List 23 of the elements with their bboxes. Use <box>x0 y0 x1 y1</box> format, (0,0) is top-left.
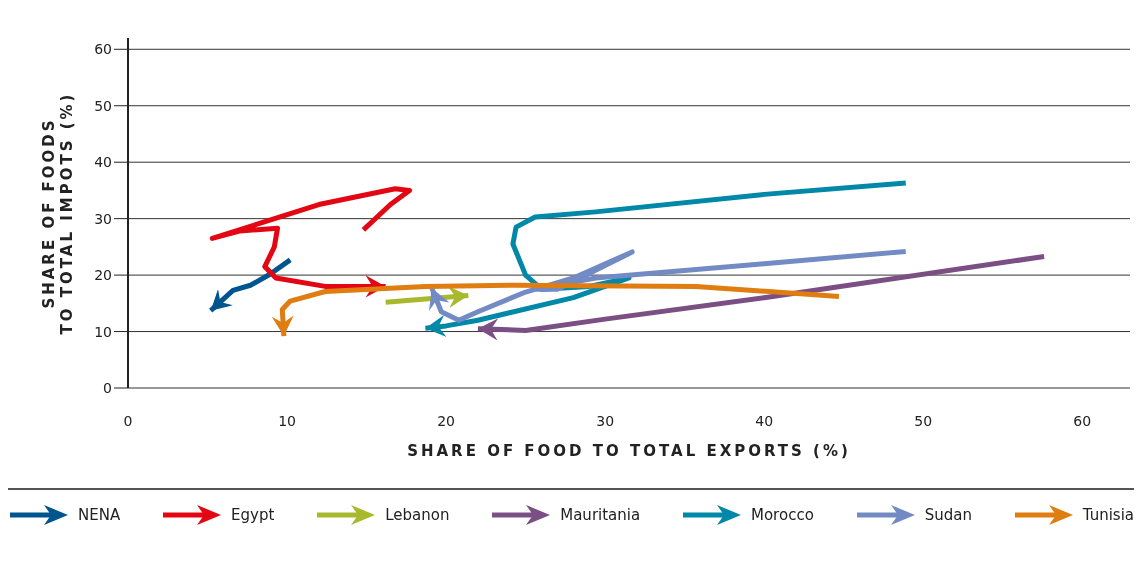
y-tick-label: 40 <box>94 154 112 171</box>
legend-label: Mauritania <box>560 506 641 524</box>
y-tick-label: 10 <box>94 323 112 340</box>
x-tick-label: 0 <box>123 412 133 429</box>
legend-label: Morocco <box>751 506 814 524</box>
legend-label: Tunisia <box>1082 506 1134 524</box>
y-tick-label: 0 <box>103 379 112 396</box>
y-tick-label: 60 <box>94 41 112 58</box>
y-tick-label: 50 <box>94 97 112 114</box>
x-tick-label: 30 <box>596 412 615 429</box>
x-axis-title: SHARE OF FOOD TO TOTAL EXPORTS (%) <box>407 442 851 460</box>
legend-label: NENA <box>78 506 121 524</box>
x-tick-label: 40 <box>755 412 774 429</box>
legend-label: Egypt <box>231 506 275 524</box>
x-tick-label: 10 <box>278 412 296 429</box>
y-tick-label: 30 <box>94 210 112 227</box>
x-tick-label: 50 <box>914 412 933 429</box>
y-tick-label: 20 <box>94 267 112 284</box>
x-tick-label: 20 <box>437 412 456 429</box>
legend-label: Lebanon <box>385 506 450 524</box>
x-tick-label: 60 <box>1073 412 1092 429</box>
y-axis-title: SHARE OF FOODS TO TOTAL IMPOTS (%) <box>40 91 76 335</box>
legend-label: Sudan <box>924 506 972 524</box>
